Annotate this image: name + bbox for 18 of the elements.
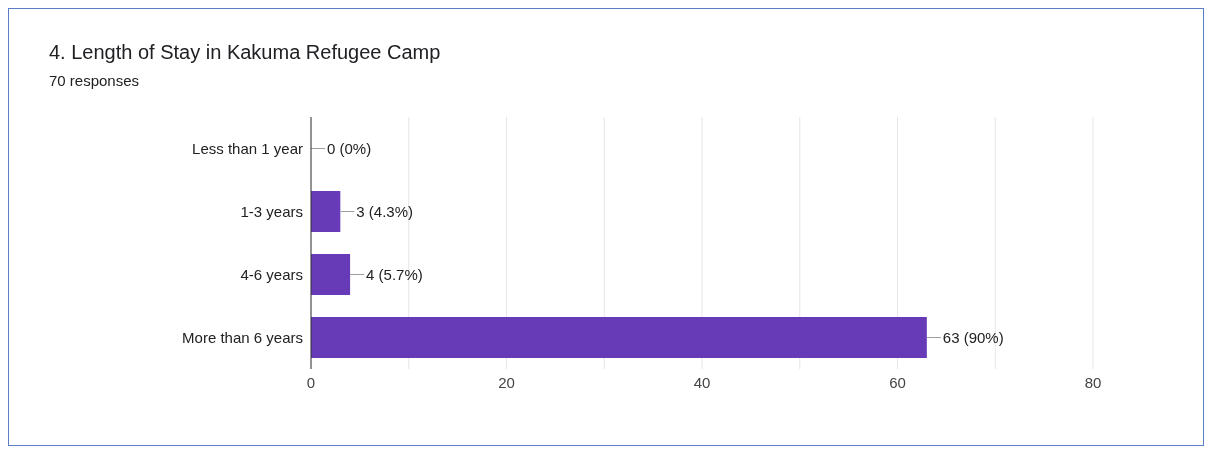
data-label: 3 (4.3%) xyxy=(356,202,414,220)
y-tick-label: Less than 1 year xyxy=(192,139,303,157)
data-label: 4 (5.7%) xyxy=(366,265,423,283)
x-tick-label: 80 xyxy=(1084,373,1102,391)
chart-title: 4. Length of Stay in Kakuma Refugee Camp xyxy=(49,41,441,64)
bar xyxy=(311,254,351,295)
x-tick-label: 20 xyxy=(498,373,515,391)
x-tick-label: 60 xyxy=(889,373,906,391)
data-label: 0 (0%) xyxy=(327,139,372,157)
data-label: 63 (90%) xyxy=(942,328,1004,346)
y-tick-label: More than 6 years xyxy=(182,328,303,346)
x-tick-label: 0 xyxy=(306,373,316,391)
y-tick-label: 1-3 years xyxy=(240,202,303,220)
text: 70 responses xyxy=(49,72,140,89)
bar xyxy=(311,191,341,232)
y-tick-label: 4-6 years xyxy=(240,265,303,283)
x-tick-label: 40 xyxy=(693,373,711,391)
bar xyxy=(311,317,927,358)
